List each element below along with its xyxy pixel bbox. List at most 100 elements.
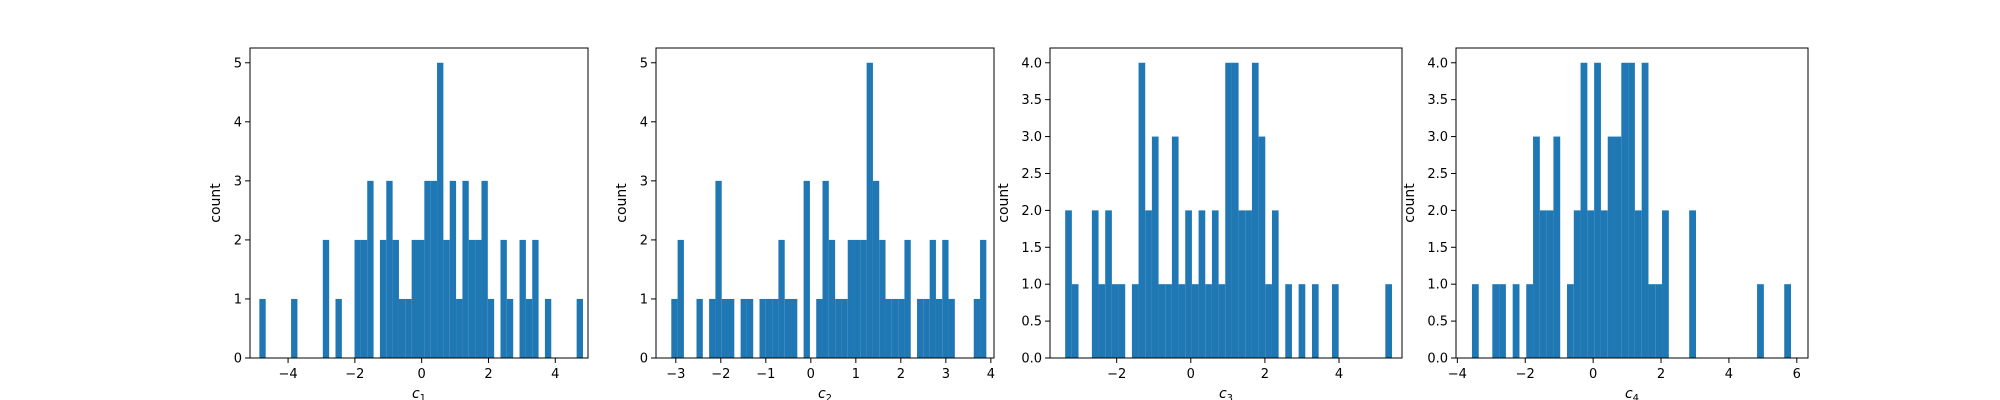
- y-tick-label: 1.0: [1427, 278, 1448, 293]
- histogram-bar: [1158, 284, 1166, 358]
- y-axis-label: count: [208, 183, 224, 223]
- histogram-bar: [904, 239, 911, 358]
- histogram-bar: [980, 239, 987, 358]
- histogram-bar: [519, 239, 526, 358]
- histogram-bar: [1533, 136, 1540, 358]
- histogram-bar: [1607, 136, 1615, 358]
- histogram-bar: [1512, 284, 1520, 358]
- y-tick-label: 2.0: [1021, 204, 1042, 219]
- histogram-bar: [1105, 210, 1112, 358]
- x-tick-label: 2: [1657, 367, 1665, 382]
- x-axis-label: c1: [412, 386, 426, 400]
- histogram-bar: [1614, 136, 1622, 358]
- chart-panel-2: −3 −2 −1 0 1 2 3 4 0 1 2 3 4 5 c2 count: [614, 47, 995, 400]
- x-tick-label: 2: [484, 367, 492, 382]
- histogram-bar: [948, 298, 955, 358]
- histogram-bar: [424, 180, 431, 358]
- y-tick-label: 0: [234, 352, 242, 367]
- histogram-bar: [1071, 284, 1079, 358]
- histogram-bar: [506, 298, 514, 358]
- histogram-bar: [1198, 210, 1206, 358]
- y-tick-label: 3.0: [1427, 130, 1448, 145]
- x-tick-label: −2: [1107, 367, 1126, 382]
- histogram-bar: [1546, 210, 1554, 358]
- histogram-bar: [418, 239, 425, 358]
- y-tick-label: 5: [640, 56, 648, 71]
- histogram-bar: [1689, 210, 1696, 358]
- x-tick-label: 0: [1187, 367, 1195, 382]
- histogram-bar: [784, 298, 792, 358]
- histogram-bar: [860, 239, 867, 358]
- histogram-bar: [1492, 284, 1500, 358]
- histogram-bar: [847, 239, 855, 358]
- histogram-bar: [835, 298, 842, 358]
- histogram-bar: [1138, 62, 1146, 358]
- histogram-bar: [1580, 62, 1588, 358]
- y-tick-label: 4: [234, 115, 242, 130]
- histogram-bar: [1757, 284, 1764, 358]
- x-axis-label: c2: [818, 386, 832, 400]
- x-axis-label: c3: [1219, 386, 1233, 400]
- plot-frame: [1455, 47, 1809, 359]
- histogram-bar: [1145, 210, 1152, 358]
- histogram-bar: [1185, 210, 1192, 358]
- histogram-bar: [746, 298, 754, 358]
- histogram-bar: [1385, 284, 1392, 358]
- histogram-bar: [1238, 210, 1246, 358]
- histogram-bar: [765, 298, 773, 358]
- y-tick-label: 1.0: [1021, 278, 1042, 293]
- histogram-bar: [392, 239, 399, 358]
- histogram-bar: [1634, 210, 1642, 358]
- x-tick-label: −4: [1448, 367, 1467, 382]
- chart-panel-1: −4 −2 0 2 4 0 1 2 3 4 5 c1 count: [208, 47, 589, 400]
- histogram-bar: [816, 298, 823, 358]
- histogram-bar: [740, 298, 747, 358]
- histogram-bar: [1648, 284, 1656, 358]
- y-tick-label: 3.0: [1021, 130, 1042, 145]
- histogram-bar: [322, 239, 330, 358]
- histogram-bar: [354, 239, 361, 358]
- x-tick-label: −3: [666, 367, 685, 382]
- histogram-bar: [917, 298, 924, 358]
- y-tick-label: 0.0: [1021, 352, 1042, 367]
- histogram-bar: [443, 239, 450, 358]
- histogram-bar: [891, 298, 899, 358]
- y-tick-label: 1.5: [1021, 241, 1042, 256]
- x-tick-label: −4: [278, 367, 297, 382]
- y-tick-label: 4: [640, 115, 648, 130]
- histogram-bar: [1258, 136, 1266, 358]
- histogram-bar: [576, 298, 583, 358]
- y-tick-label: 3.5: [1021, 93, 1042, 108]
- histogram-bar: [885, 298, 892, 358]
- y-tick-label: 1.5: [1427, 241, 1448, 256]
- x-tick-label: 2: [1261, 367, 1269, 382]
- histogram-bar: [671, 298, 678, 358]
- y-tick-label: 3: [234, 174, 242, 189]
- y-axis-label: count: [1402, 183, 1418, 223]
- histogram-bar: [677, 239, 684, 358]
- histogram-bar: [462, 180, 469, 358]
- x-tick-label: 4: [551, 367, 559, 382]
- chart-panel-3: −2 0 2 4 0.0 0.5 1.0 1.5 2.0 2.5 3.0 3.5 4.0 c3 count: [996, 47, 1403, 400]
- histogram-bar: [449, 180, 457, 358]
- histogram-bar: [1662, 210, 1669, 358]
- histogram-bar: [1211, 210, 1219, 358]
- histogram-bar: [1311, 284, 1319, 358]
- histogram-bar: [1131, 284, 1139, 358]
- histogram-bar: [544, 298, 552, 358]
- histogram-bar: [898, 298, 905, 358]
- y-tick-label: 0.0: [1427, 352, 1448, 367]
- x-tick-label: 0: [807, 367, 815, 382]
- histogram-bar: [1091, 210, 1099, 358]
- histogram-bar: [1784, 284, 1792, 358]
- histogram-bar: [854, 239, 861, 358]
- histogram-bar: [973, 298, 981, 358]
- x-tick-label: 0: [418, 367, 426, 382]
- y-axis-label: count: [614, 183, 630, 223]
- x-tick-label: 4: [1335, 367, 1343, 382]
- x-tick-label: 2: [897, 367, 905, 382]
- histogram-bar: [715, 180, 722, 358]
- histogram-bar: [1151, 136, 1159, 358]
- histogram-bar: [1600, 210, 1608, 358]
